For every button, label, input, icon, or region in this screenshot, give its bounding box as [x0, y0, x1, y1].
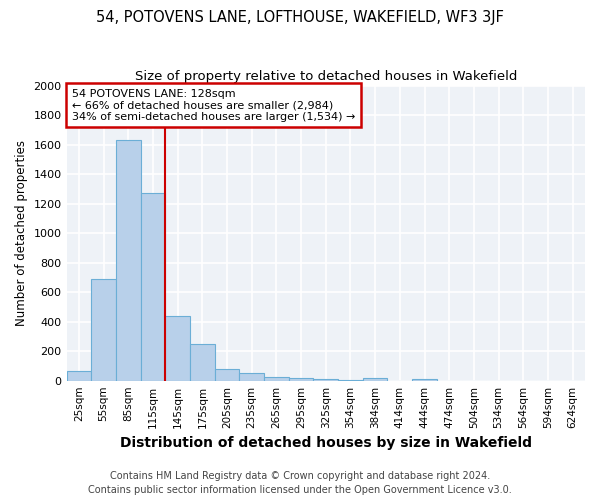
Bar — [190, 344, 215, 381]
Bar — [264, 377, 289, 380]
Y-axis label: Number of detached properties: Number of detached properties — [15, 140, 28, 326]
Text: 54, POTOVENS LANE, LOFTHOUSE, WAKEFIELD, WF3 3JF: 54, POTOVENS LANE, LOFTHOUSE, WAKEFIELD,… — [96, 10, 504, 25]
Bar — [116, 140, 140, 380]
Bar — [313, 379, 338, 380]
Bar — [140, 194, 165, 380]
Bar — [91, 279, 116, 380]
Text: Contains HM Land Registry data © Crown copyright and database right 2024.
Contai: Contains HM Land Registry data © Crown c… — [88, 471, 512, 495]
Bar — [412, 379, 437, 380]
Text: 54 POTOVENS LANE: 128sqm
← 66% of detached houses are smaller (2,984)
34% of sem: 54 POTOVENS LANE: 128sqm ← 66% of detach… — [72, 88, 355, 122]
Bar — [289, 378, 313, 380]
Bar — [165, 316, 190, 380]
Bar — [215, 369, 239, 380]
Bar — [363, 378, 388, 380]
Bar — [67, 371, 91, 380]
X-axis label: Distribution of detached houses by size in Wakefield: Distribution of detached houses by size … — [120, 436, 532, 450]
Title: Size of property relative to detached houses in Wakefield: Size of property relative to detached ho… — [134, 70, 517, 83]
Bar — [239, 374, 264, 380]
